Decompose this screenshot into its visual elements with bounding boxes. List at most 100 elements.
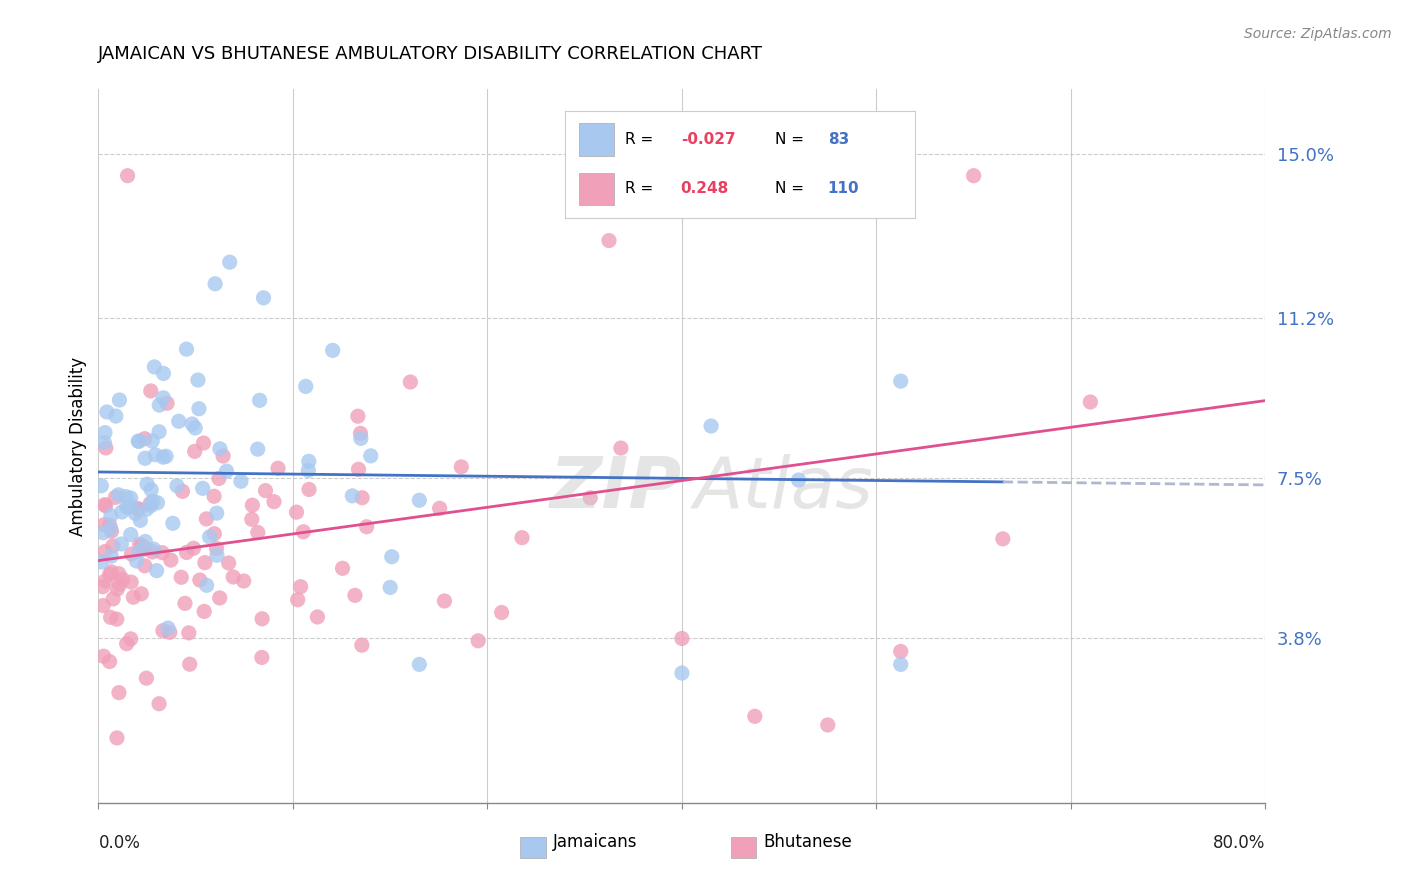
Point — [91, 525, 114, 540]
Point — [360, 449, 382, 463]
Point — [148, 398, 170, 412]
Point — [117, 169, 139, 183]
Point — [93, 498, 115, 512]
Point — [250, 612, 273, 626]
Point — [1080, 395, 1102, 409]
Point — [671, 632, 693, 646]
Point — [135, 502, 157, 516]
Point — [671, 666, 693, 681]
Point — [267, 461, 290, 475]
Point — [991, 532, 1014, 546]
Point — [240, 498, 263, 512]
Point — [194, 556, 217, 570]
Point — [146, 496, 169, 510]
Text: 0.0%: 0.0% — [98, 834, 141, 852]
Point — [94, 441, 117, 455]
Point — [349, 426, 371, 441]
Point — [105, 612, 128, 626]
Point — [100, 522, 122, 536]
Point — [250, 650, 273, 665]
Point — [249, 393, 271, 408]
Point — [104, 491, 127, 505]
Point — [184, 421, 207, 435]
Point — [202, 489, 225, 503]
Point — [198, 530, 221, 544]
Point — [104, 409, 127, 423]
Point — [890, 374, 912, 388]
Point — [125, 554, 148, 568]
Point — [208, 591, 231, 605]
Point — [135, 671, 157, 685]
Point — [343, 588, 366, 602]
Point — [143, 359, 166, 374]
Text: ZIP: ZIP — [550, 454, 682, 524]
Point — [127, 502, 149, 516]
Point — [120, 527, 142, 541]
Point — [128, 544, 150, 558]
Point — [787, 473, 810, 487]
Point — [297, 463, 319, 477]
Point — [93, 649, 115, 664]
Point — [105, 582, 128, 596]
Point — [101, 539, 124, 553]
Point — [174, 596, 197, 610]
Point — [817, 718, 839, 732]
Point — [399, 375, 422, 389]
Point — [208, 442, 231, 456]
Point — [342, 489, 364, 503]
Point — [195, 578, 218, 592]
Point — [322, 343, 344, 358]
Point — [215, 464, 238, 478]
Point — [143, 448, 166, 462]
Point — [100, 565, 122, 579]
Point — [141, 545, 163, 559]
Point — [152, 624, 174, 638]
Point — [148, 697, 170, 711]
Point — [744, 709, 766, 723]
Point — [136, 477, 159, 491]
Point — [159, 625, 181, 640]
Point — [98, 567, 121, 582]
Text: Source: ZipAtlas.com: Source: ZipAtlas.com — [1244, 27, 1392, 41]
Point — [212, 449, 235, 463]
Point — [176, 545, 198, 559]
Point — [183, 541, 205, 556]
Point — [181, 417, 204, 431]
Point — [246, 525, 269, 540]
Point — [347, 462, 370, 476]
Point — [263, 494, 285, 508]
Point — [90, 555, 112, 569]
Point — [107, 566, 129, 581]
Point — [208, 471, 231, 485]
Point — [408, 657, 430, 672]
Text: Bhutanese: Bhutanese — [763, 833, 852, 851]
Point — [162, 516, 184, 531]
Point — [285, 505, 308, 519]
Text: JAMAICAN VS BHUTANESE AMBULATORY DISABILITY CORRELATION CHART: JAMAICAN VS BHUTANESE AMBULATORY DISABIL… — [98, 45, 763, 62]
Point — [124, 507, 146, 521]
Point — [117, 500, 139, 515]
Point — [139, 384, 162, 398]
Point — [120, 547, 142, 561]
Point — [890, 657, 912, 672]
Point — [152, 450, 174, 465]
Point — [94, 425, 117, 440]
Point — [166, 479, 188, 493]
Point — [90, 479, 112, 493]
Point — [100, 549, 122, 563]
Point — [450, 459, 472, 474]
Point — [91, 580, 114, 594]
Point — [145, 564, 167, 578]
Point — [205, 506, 228, 520]
Point — [110, 537, 132, 551]
Point — [94, 499, 117, 513]
Point — [108, 578, 131, 592]
Point — [120, 499, 142, 513]
Point — [172, 484, 194, 499]
Point — [350, 431, 373, 445]
Point — [159, 553, 181, 567]
Point — [352, 491, 374, 505]
Point — [131, 587, 153, 601]
Point — [100, 508, 122, 523]
Point — [467, 633, 489, 648]
